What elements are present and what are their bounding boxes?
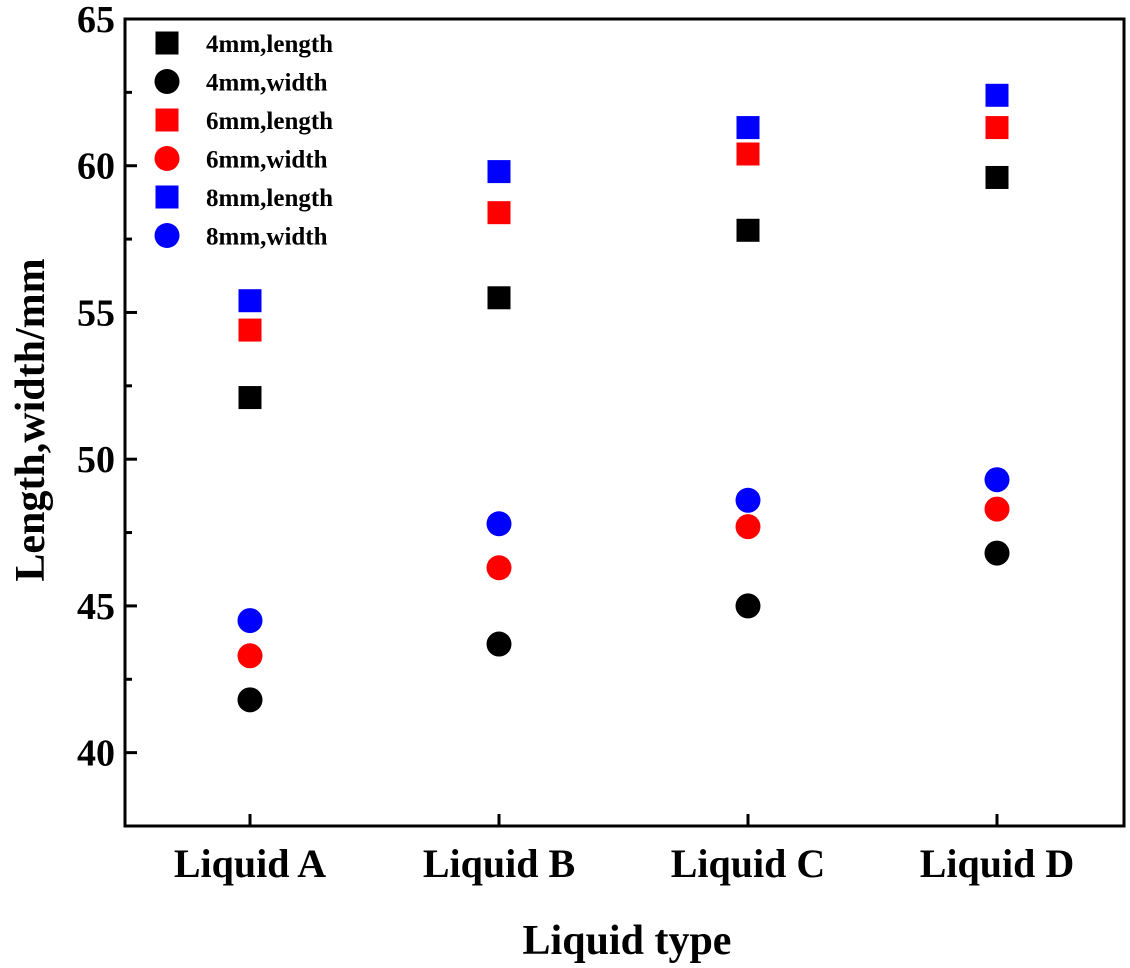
x-tick-label: Liquid D [920, 841, 1075, 886]
legend-swatch [155, 108, 179, 132]
plot-frame [123, 17, 1126, 828]
x-tick-label: Liquid C [671, 841, 826, 886]
legend-label: 6mm,length [206, 108, 333, 135]
marker-4mm-length [487, 286, 511, 310]
marker-6mm-length [736, 142, 760, 166]
marker-4mm-width [984, 540, 1010, 566]
y-tick-label: 45 [77, 586, 115, 628]
marker-4mm-length [985, 165, 1009, 189]
marker-8mm-width [486, 511, 512, 537]
x-tick-label: Liquid A [174, 841, 326, 886]
legend: 4mm,length 4mm,width 6mm,length 6mm,width 8m… [154, 31, 333, 251]
x-axis: Liquid A Liquid B Liquid C Liquid D [174, 814, 1074, 886]
legend-swatch [154, 146, 180, 171]
marker-4mm-width [735, 593, 761, 619]
marker-4mm-length [238, 386, 262, 410]
marker-8mm-length [985, 83, 1009, 107]
y-tick-label: 40 [77, 733, 115, 775]
x-axis-title: Liquid type [523, 918, 732, 964]
legend-swatch [155, 185, 179, 209]
marker-4mm-width [486, 631, 512, 657]
legend-label: 4mm,length [206, 31, 333, 58]
marker-4mm-length [736, 218, 760, 242]
legend-swatch [154, 69, 180, 94]
marker-8mm-width [984, 467, 1010, 493]
y-tick-label: 55 [77, 292, 115, 334]
marker-8mm-width [237, 608, 263, 634]
data-markers [237, 83, 1010, 713]
marker-8mm-width [735, 487, 761, 513]
y-tick-label: 50 [77, 439, 115, 481]
legend-swatch [154, 223, 180, 248]
marker-6mm-width [486, 555, 512, 581]
y-tick-label: 65 [77, 0, 115, 41]
legend-label: 8mm,width [206, 224, 328, 251]
legend-label: 6mm,width [206, 147, 328, 174]
legend-label: 8mm,length [206, 185, 333, 212]
y-axis-title: Length,width/mm [8, 258, 54, 581]
legend-swatch [155, 31, 179, 55]
y-axis: 40 45 50 55 60 65 [77, 0, 137, 828]
marker-6mm-width [735, 514, 761, 540]
marker-8mm-length [487, 160, 511, 184]
marker-6mm-width [237, 643, 263, 669]
marker-8mm-length [238, 289, 262, 313]
marker-6mm-length [487, 201, 511, 225]
marker-8mm-length [736, 116, 760, 140]
marker-4mm-width [237, 687, 263, 713]
legend-label: 4mm,width [206, 70, 328, 97]
marker-6mm-length [238, 318, 262, 342]
plot-border [123, 17, 1126, 828]
x-tick-label: Liquid B [423, 841, 575, 886]
marker-6mm-length [985, 116, 1009, 140]
marker-6mm-width [984, 496, 1010, 522]
y-tick-label: 60 [77, 146, 115, 188]
